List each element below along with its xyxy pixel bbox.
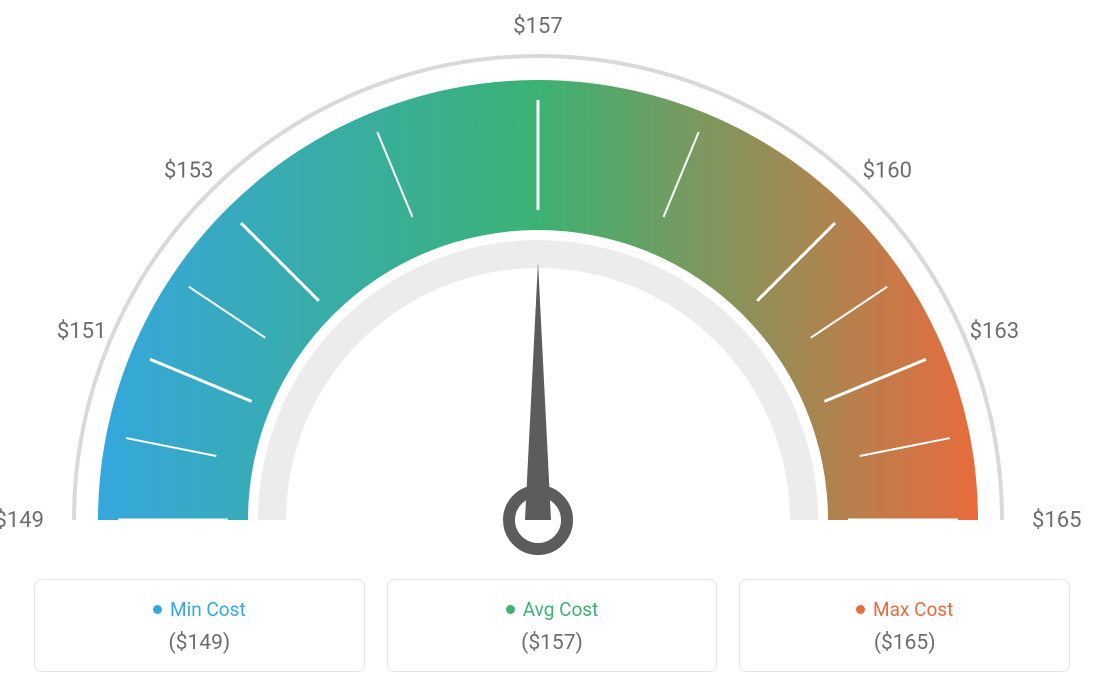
svg-text:$160: $160 <box>863 159 912 184</box>
legend-value-avg: ($157) <box>398 631 707 655</box>
legend-title-min: Min Cost <box>153 598 246 621</box>
legend-title-avg: Avg Cost <box>506 598 599 621</box>
legend-value-min: ($149) <box>45 631 354 655</box>
svg-text:$165: $165 <box>1032 508 1081 533</box>
svg-text:$151: $151 <box>57 319 106 344</box>
legend-card-max: Max Cost ($165) <box>739 579 1070 672</box>
legend-bullet-max <box>856 605 865 614</box>
gauge-svg: $149 $151 $153 $157 $160 $163 $165 <box>0 10 1104 570</box>
legend-bullet-avg <box>506 605 515 614</box>
legend-label-min: Min Cost <box>170 598 246 621</box>
svg-text:$163: $163 <box>970 319 1019 344</box>
legend-card-min: Min Cost ($149) <box>34 579 365 672</box>
svg-text:$153: $153 <box>164 159 213 184</box>
legend-title-max: Max Cost <box>856 598 953 621</box>
legend-bullet-min <box>153 605 162 614</box>
svg-text:$157: $157 <box>513 14 562 39</box>
gauge-chart: $149 $151 $153 $157 $160 $163 $165 <box>0 0 1104 560</box>
legend-label-avg: Avg Cost <box>523 598 599 621</box>
legend-row: Min Cost ($149) Avg Cost ($157) Max Cost… <box>34 579 1070 672</box>
legend-label-max: Max Cost <box>873 598 953 621</box>
legend-value-max: ($165) <box>750 631 1059 655</box>
legend-card-avg: Avg Cost ($157) <box>387 579 718 672</box>
svg-text:$149: $149 <box>0 508 44 533</box>
